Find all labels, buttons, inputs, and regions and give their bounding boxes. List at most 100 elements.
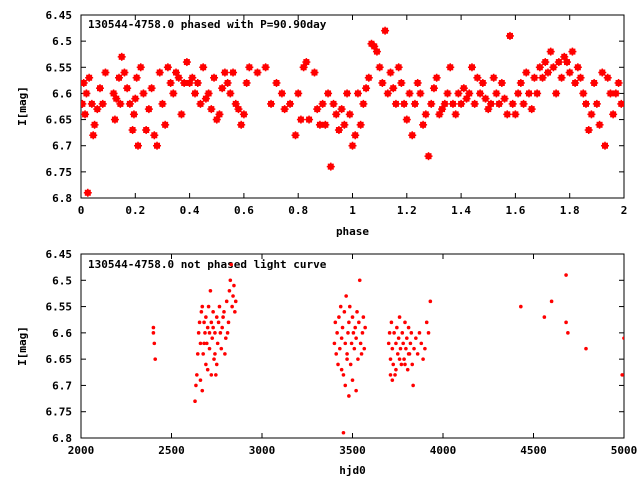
data-point <box>152 341 157 346</box>
data-point <box>291 131 300 140</box>
data-points <box>81 26 624 197</box>
data-point <box>415 352 420 356</box>
data-point <box>349 341 354 346</box>
data-point <box>584 126 593 135</box>
data-point <box>215 110 224 119</box>
data-point <box>609 110 618 119</box>
data-point <box>96 84 105 93</box>
data-point <box>406 325 411 330</box>
data-point <box>321 120 330 129</box>
data-point <box>196 331 201 335</box>
data-point <box>340 325 345 330</box>
data-point <box>390 346 395 351</box>
data-point <box>343 89 352 98</box>
plot-title: 130544-4758.0 phased with P=90.90day <box>88 18 327 31</box>
data-point <box>587 110 596 119</box>
x-tick-label: 2 <box>621 204 628 217</box>
data-point <box>372 47 381 56</box>
data-point <box>543 68 552 77</box>
data-point <box>336 362 340 367</box>
data-point <box>403 320 407 325</box>
y-axis-label: I[mag] <box>16 86 29 126</box>
data-point <box>423 346 427 351</box>
data-point <box>600 141 609 150</box>
data-point <box>212 357 216 361</box>
data-point <box>405 367 410 372</box>
x-tick-label: 3000 <box>249 444 276 457</box>
data-point <box>427 99 436 108</box>
y-axis-label: I[mag] <box>16 326 29 366</box>
data-point <box>339 367 344 372</box>
data-point <box>354 336 358 340</box>
data-point <box>412 346 416 351</box>
data-point <box>207 331 212 335</box>
data-point <box>200 388 205 393</box>
data-point <box>155 68 164 77</box>
data-point <box>177 110 186 119</box>
data-point <box>326 162 335 171</box>
data-point <box>419 341 424 346</box>
data-point <box>234 105 243 114</box>
data-point <box>392 331 396 335</box>
data-point <box>219 346 224 351</box>
data-point <box>337 315 341 319</box>
data-point <box>350 378 355 382</box>
data-point <box>202 320 206 325</box>
data-point <box>239 110 248 119</box>
data-point <box>454 89 463 98</box>
data-point <box>552 89 561 98</box>
data-point <box>476 89 485 98</box>
data-point <box>363 325 367 330</box>
data-point <box>419 120 428 129</box>
data-point <box>564 273 568 277</box>
data-point <box>101 68 110 77</box>
y-tick-label: 6.5 <box>52 274 72 287</box>
data-point <box>413 78 422 87</box>
data-point <box>395 352 400 356</box>
data-point <box>204 89 213 98</box>
data-point <box>150 131 159 140</box>
data-point <box>202 341 206 346</box>
y-tick-label: 6.8 <box>52 192 72 205</box>
data-point <box>595 120 604 129</box>
data-point <box>120 68 129 77</box>
data-point <box>429 84 438 93</box>
data-point <box>214 315 219 319</box>
data-point <box>542 315 547 319</box>
data-point <box>294 89 303 98</box>
data-point <box>217 304 222 309</box>
data-point <box>403 362 407 367</box>
data-point <box>406 352 411 356</box>
data-point <box>139 89 148 98</box>
data-point <box>334 352 339 356</box>
data-point <box>213 352 217 356</box>
data-point <box>362 84 371 93</box>
data-point <box>210 336 215 340</box>
x-tick-label: 5000 <box>611 444 638 457</box>
data-point <box>193 399 197 404</box>
data-point <box>188 73 197 82</box>
data-point <box>592 99 601 108</box>
data-point <box>338 346 342 351</box>
data-point <box>318 99 327 108</box>
data-point <box>356 120 365 129</box>
data-point <box>402 357 406 361</box>
data-point <box>620 373 624 377</box>
data-point <box>203 331 207 335</box>
data-point <box>470 99 479 108</box>
data-point <box>389 320 394 325</box>
data-point <box>424 320 429 325</box>
data-point <box>296 115 305 124</box>
data-point <box>272 78 281 87</box>
data-point <box>226 320 231 325</box>
data-point <box>421 357 425 361</box>
data-point <box>473 73 482 82</box>
data-point <box>341 373 346 377</box>
data-point <box>81 99 87 108</box>
data-point <box>535 63 544 72</box>
x-tick-label: 1.2 <box>397 204 417 217</box>
data-point <box>123 84 132 93</box>
data-point <box>360 331 365 335</box>
data-point <box>221 315 225 319</box>
data-point <box>83 188 92 197</box>
